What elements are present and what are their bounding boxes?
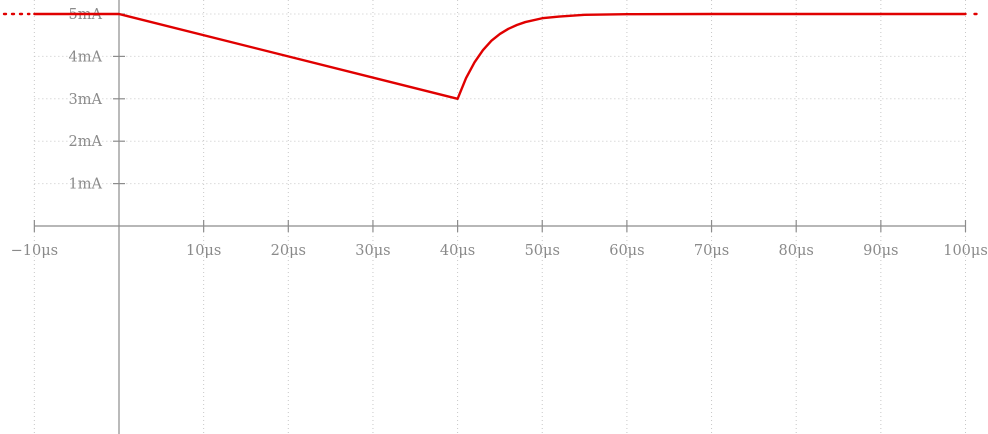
- x-tick-label: 60μs: [609, 243, 644, 259]
- grid: [33, 0, 966, 434]
- x-tick-label: 50μs: [525, 243, 560, 259]
- y-tick-label: 4mA: [69, 49, 103, 65]
- y-tick-label: 2mA: [69, 134, 103, 150]
- x-tick-label: 10μs: [186, 243, 221, 259]
- x-tick-label: 80μs: [779, 243, 814, 259]
- x-tick-label: 70μs: [694, 243, 729, 259]
- y-tick-label: 1mA: [69, 177, 103, 193]
- x-tick-label: 20μs: [271, 243, 306, 259]
- x-tick-label: 30μs: [355, 243, 390, 259]
- axes: [33, 0, 967, 434]
- series-layer: [2, 12, 984, 100]
- x-tick-label: 40μs: [440, 243, 475, 259]
- x-tick-label: −10μs: [11, 243, 58, 259]
- y-tick-label: 3mA: [69, 92, 103, 108]
- x-tick-label: 100μs: [943, 243, 988, 259]
- x-tick-label: 90μs: [863, 243, 898, 259]
- series-line: [33, 12, 967, 100]
- tick-labels: −10μs 10μs 20μs 30μs 40μs 50μs 60μs 70μs 80μs 90μ…: [11, 7, 988, 259]
